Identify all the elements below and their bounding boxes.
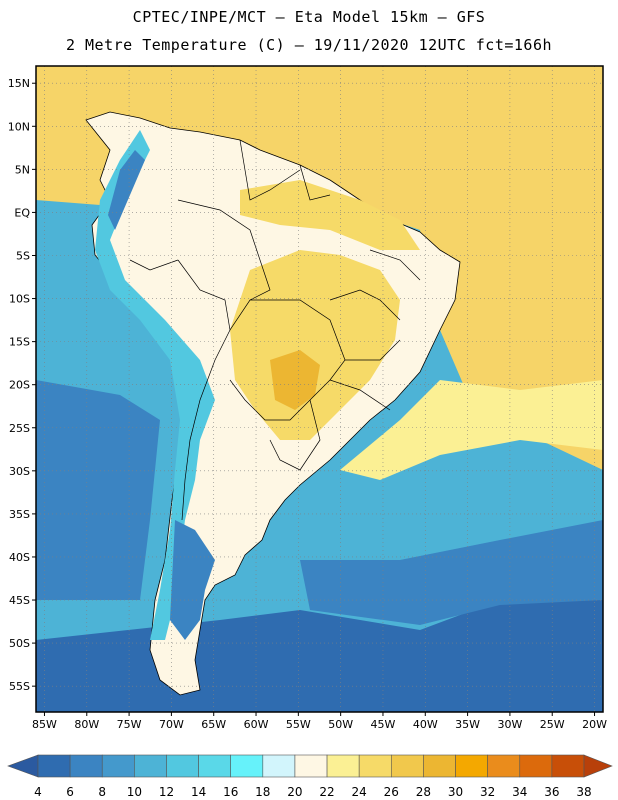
land-warm-interior: [230, 250, 400, 440]
land-warm-north: [240, 180, 420, 250]
lat-tick-label: 20S: [9, 379, 30, 392]
lon-tick-label: 50W: [328, 718, 353, 731]
colorbar-low-arrow: [7, 754, 39, 778]
lon-tick-label: 85W: [32, 718, 57, 731]
colorbar-swatch: [69, 754, 103, 778]
colorbar-swatch: [455, 754, 488, 778]
lon-tick-label: 30W: [497, 718, 522, 731]
lon-tick-label: 45W: [371, 718, 396, 731]
colorbar-high-arrow: [583, 754, 613, 778]
colorbar-swatch: [37, 754, 71, 778]
country-borders: [129, 139, 421, 521]
lat-tick-label: 40S: [9, 551, 30, 564]
lon-tick-label: 40W: [413, 718, 438, 731]
lat-tick-label: 25S: [9, 422, 30, 435]
colorbar-label: 30: [448, 785, 463, 799]
map-panel: [36, 66, 603, 712]
colorbar-swatch: [551, 754, 585, 778]
colorbar-swatch: [519, 754, 553, 778]
lat-tick-label: 55S: [9, 680, 30, 693]
graticule: [36, 66, 603, 712]
colorbar-swatch: [326, 754, 360, 778]
land-hot-core: [270, 350, 320, 410]
map-frame: [35, 65, 604, 713]
ocean-tropical-band: [340, 380, 603, 480]
colorbar-swatch: [101, 754, 135, 778]
lon-tick-label: 80W: [74, 718, 99, 731]
lat-tick-label: 15N: [8, 77, 30, 90]
colorbar-label: 18: [255, 785, 270, 799]
colorbar-label: 22: [319, 785, 334, 799]
colorbar-label: 24: [352, 785, 367, 799]
colorbar: 4 6 8 10 12 14 16 18 20 22 24 26 28 30 32 34 36 38: [7, 754, 613, 799]
colorbar-label: 28: [416, 785, 431, 799]
colorbar-swatch: [166, 754, 199, 778]
andes-cold: [95, 130, 215, 640]
colorbar-label: 26: [384, 785, 399, 799]
lat-tick-label: 10S: [9, 293, 30, 306]
colorbar-swatch: [262, 754, 296, 778]
lat-tick-label: 35S: [9, 508, 30, 521]
colorbar-label: 32: [480, 785, 495, 799]
colorbar-label: 8: [98, 785, 106, 799]
lat-tick-label: 50S: [9, 637, 30, 650]
andes-north-cold: [108, 150, 145, 230]
colorbar-label: 20: [287, 785, 302, 799]
lat-tick-label: 45S: [9, 594, 30, 607]
colorbar-label: 38: [576, 785, 591, 799]
ocean-east-south: [300, 520, 603, 625]
lat-tick-label: 10N: [8, 120, 30, 133]
lon-tick-label: 25W: [540, 718, 565, 731]
lat-tick-label: 30S: [9, 465, 30, 478]
colorbar-label: 10: [127, 785, 142, 799]
lon-tick-label: 20W: [582, 718, 607, 731]
colorbar-swatch: [294, 754, 328, 778]
colorbar-swatch: [230, 754, 264, 778]
colorbar-swatch: [134, 754, 167, 778]
lon-tick-label: 65W: [201, 718, 226, 731]
colorbar-label: 4: [34, 785, 42, 799]
colorbar-label: 16: [223, 785, 238, 799]
colorbar-swatch: [390, 754, 424, 778]
colorbar-label: 12: [159, 785, 174, 799]
colorbar-swatch: [198, 754, 232, 778]
map-axis-ticks: 15N 10N 5N EQ 5S 10S 15S 20S 25S 30S 35S 40S 45S 50S 5…: [8, 77, 607, 731]
lat-tick-label: 5S: [16, 249, 30, 262]
title-line-field: 2 Metre Temperature (C) – 19/11/2020 12U…: [65, 36, 553, 54]
lon-tick-label: 35W: [455, 718, 480, 731]
colorbar-swatch: [423, 754, 456, 778]
ocean-south-band: [36, 380, 160, 600]
colorbar-label: 6: [66, 785, 74, 799]
colorbar-label: 34: [512, 785, 527, 799]
lon-tick-label: 60W: [244, 718, 269, 731]
title-line-model: CPTEC/INPE/MCT – Eta Model 15km – GFS: [132, 8, 486, 26]
lat-tick-label: 5N: [15, 163, 30, 176]
colorbar-label: 14: [191, 785, 206, 799]
lon-tick-label: 55W: [286, 718, 311, 731]
colorbar-swatch: [358, 754, 392, 778]
colorbar-label: 36: [544, 785, 559, 799]
lon-tick-label: 75W: [117, 718, 142, 731]
colorbar-swatch: [487, 754, 521, 778]
lat-tick-label: 15S: [9, 336, 30, 349]
lat-tick-label: EQ: [14, 206, 30, 219]
lon-tick-label: 70W: [159, 718, 184, 731]
andes-coldest: [170, 520, 215, 640]
